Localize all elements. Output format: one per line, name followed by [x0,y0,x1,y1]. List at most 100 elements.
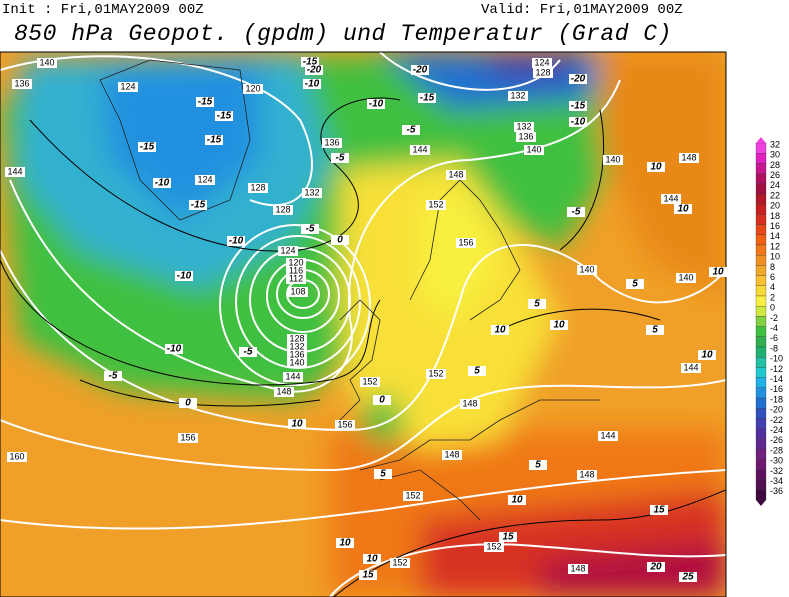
temperature-label-box [189,200,207,210]
colorbar-cell [755,336,767,348]
geopotential-label-box [532,58,552,68]
geopotential-label: 120 [288,257,303,267]
temperature-label-box [491,325,509,335]
temperature-label: -5 [109,371,118,382]
temperature-label: -15 [420,93,435,104]
temperature-label: -15 [140,142,155,153]
geopotential-label: 148 [570,563,585,573]
colorbar-label: 2 [770,292,775,302]
geopotential-label-box [568,564,588,574]
geopotential-label-box [426,200,446,210]
colorbar-label: -10 [770,354,783,364]
geopotential-label-box [287,350,307,360]
colorbar-cell [755,316,767,327]
temperature-label: 15 [653,505,665,516]
geopotential-label-box [508,91,528,101]
geopotential-label: 132 [510,90,525,100]
geopotential-label: 148 [462,398,477,408]
geopotential-label: 128 [535,67,550,77]
temperature-label: -15 [191,200,206,211]
geopotential-label: 144 [7,166,22,176]
temperature-label-box [359,570,377,580]
temperature-label-box [175,271,193,281]
temperature-label-box [647,162,665,172]
temperature-label-box [367,99,385,109]
temperature-label: -20 [413,65,428,76]
colorbar-label: -16 [770,384,783,394]
colorbar-label: -30 [770,456,783,466]
geopotential-label: 112 [289,273,303,283]
temperature-label: -5 [336,153,345,164]
colorbar-label: 30 [770,150,780,160]
geopotential-label-box [335,420,355,430]
temperature-label-box [567,207,585,217]
temperature-label-box [301,57,319,67]
geopotential-label-box [598,431,618,441]
temperature-label-box [569,117,587,127]
temperature-label: -15 [303,57,318,68]
temperature-label-box [373,395,391,405]
temperature-label: -15 [198,97,213,108]
temperature-label-box [418,93,436,103]
geopotential-label-box [286,266,306,276]
geopotential-label-box [390,558,410,568]
colorbar-label: 12 [770,241,780,251]
colorbar-cell [755,326,767,337]
colorbar-label: 6 [770,272,775,282]
colorbar-cell [755,173,767,184]
geopotential-label-box [273,205,293,215]
temperature-label: 0 [185,398,191,409]
temperature-label: 5 [380,469,386,480]
temperature-label-box [363,554,381,564]
colorbar: 32302826242220181614121086420-2-4-6-8-10… [755,137,783,506]
temperature-label: 25 [681,572,694,583]
colorbar-cell [755,265,767,276]
colorbar-label: 32 [770,139,780,149]
temperature-label: 15 [502,532,514,543]
map-title: 850 hPa Geopot. (gpdm) und Temperatur (G… [14,21,672,47]
geopotential-label: 152 [405,490,420,500]
temperature-label: 10 [366,554,378,565]
colorbar-label: 18 [770,211,780,221]
colorbar-label: -2 [770,313,778,323]
geopotential-label-box [118,82,138,92]
temperature-label-box [331,153,349,163]
geopotential-label-box [37,58,57,68]
geopotential-label: 156 [180,432,195,442]
colorbar-cell [755,408,767,419]
temperature-label: -5 [407,125,416,136]
colorbar-cell [755,479,767,490]
colorbar-label: -24 [770,425,783,435]
geopotential-label: 136 [14,78,29,88]
colorbar-cell [755,224,767,235]
geopotential-label: 132 [289,341,304,351]
geopotential-label-box [676,273,696,283]
temperature-label: -10 [155,178,170,189]
colorbar-label: 20 [770,201,780,211]
colorbar-cell [755,193,767,205]
temperature-label: -20 [307,65,322,76]
temperature-label-box [215,111,233,121]
colorbar-cell [755,387,767,399]
colorbar-label: -36 [770,486,783,496]
valid-time: Valid: Fri,01MAY2009 00Z [481,2,683,18]
colorbar-label: -22 [770,415,783,425]
temperature-label-box [411,65,429,75]
temperature-label-box [205,135,223,145]
temperature-label-box [196,97,214,107]
temperature-label-box [138,142,156,152]
temperature-label: 5 [534,299,540,310]
temperature-label-box [305,65,323,75]
temperature-label-box [569,101,587,111]
temperature-label-box [104,371,122,381]
geopotential-label-box [460,399,480,409]
geopotential-label-box [288,287,308,297]
temperature-label: 10 [291,419,303,430]
temperature-label: -15 [571,101,586,112]
colorbar-label: 10 [770,252,780,262]
geopotential-label: 132 [516,121,531,131]
colorbar-cell [755,306,767,317]
geopotential-label: 144 [663,193,678,203]
temperature-label-box [179,398,197,408]
